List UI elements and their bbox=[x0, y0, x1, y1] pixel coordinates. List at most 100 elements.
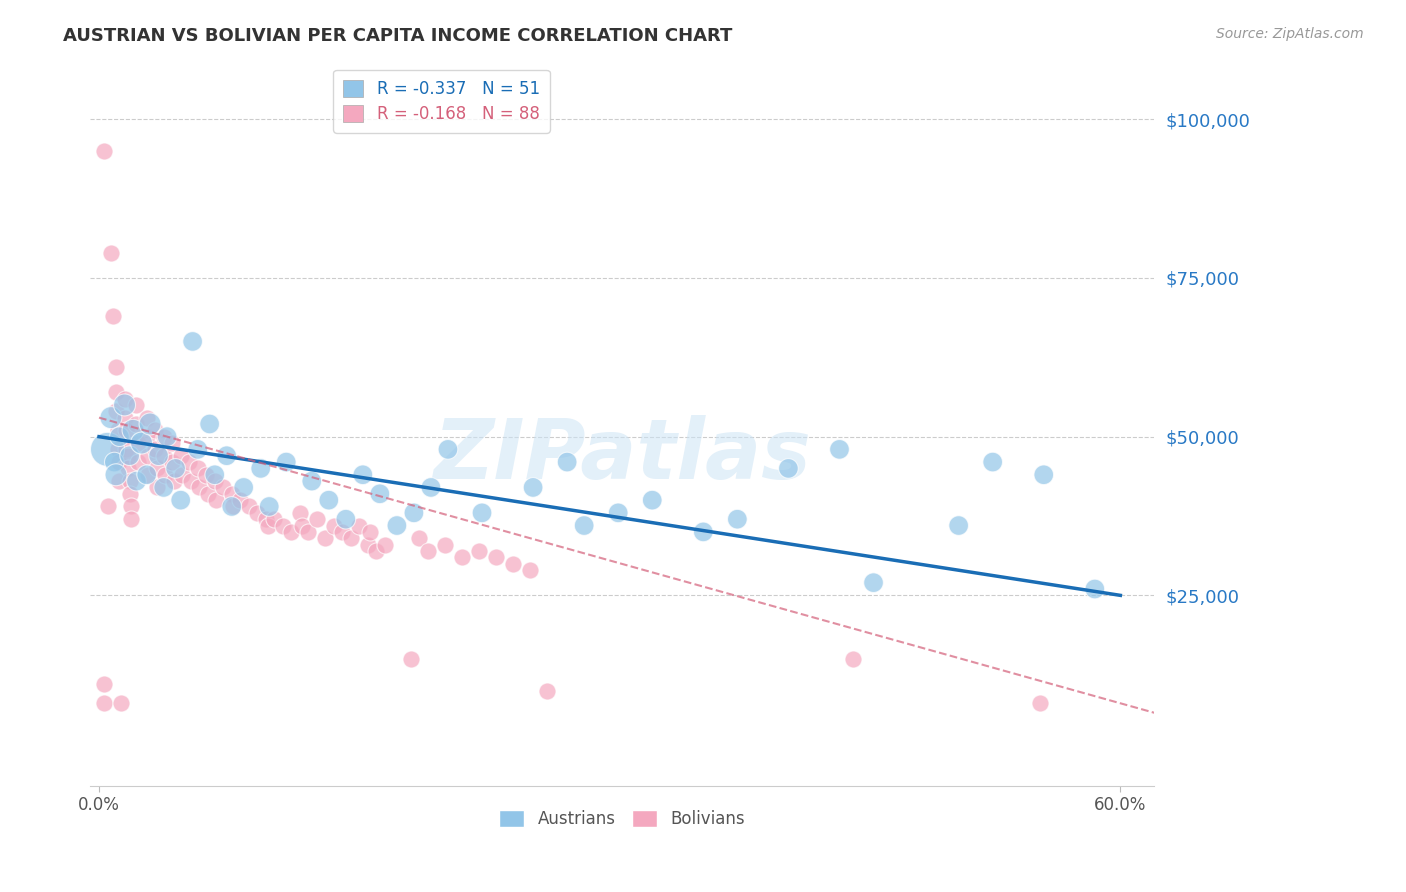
Point bbox=[135, 430, 157, 444]
Point bbox=[93, 144, 115, 158]
Point bbox=[368, 487, 391, 501]
Point bbox=[215, 449, 238, 463]
Point bbox=[280, 524, 302, 539]
Point bbox=[519, 563, 541, 577]
Point bbox=[108, 455, 131, 469]
Point bbox=[450, 550, 472, 565]
Point bbox=[555, 455, 578, 469]
Point bbox=[357, 538, 380, 552]
Point bbox=[641, 493, 664, 508]
Point bbox=[778, 461, 800, 475]
Point bbox=[125, 398, 148, 412]
Point bbox=[290, 518, 312, 533]
Point bbox=[170, 493, 193, 508]
Point bbox=[288, 506, 311, 520]
Point bbox=[107, 442, 129, 457]
Point bbox=[163, 474, 186, 488]
Point bbox=[187, 461, 209, 475]
Point bbox=[187, 442, 209, 457]
Point bbox=[420, 480, 443, 494]
Point bbox=[118, 474, 141, 488]
Point bbox=[96, 442, 118, 457]
Point bbox=[385, 518, 408, 533]
Text: Source: ZipAtlas.com: Source: ZipAtlas.com bbox=[1216, 27, 1364, 41]
Point bbox=[152, 449, 174, 463]
Point bbox=[138, 467, 160, 482]
Point bbox=[502, 557, 524, 571]
Point bbox=[692, 524, 714, 539]
Point bbox=[221, 500, 243, 514]
Point bbox=[232, 480, 254, 494]
Point bbox=[359, 524, 381, 539]
Point bbox=[181, 334, 204, 349]
Point bbox=[107, 423, 129, 437]
Point bbox=[105, 467, 128, 482]
Point bbox=[180, 474, 202, 488]
Point bbox=[93, 677, 115, 691]
Point bbox=[305, 512, 328, 526]
Point bbox=[143, 423, 166, 437]
Point bbox=[948, 518, 970, 533]
Point bbox=[127, 436, 149, 450]
Point bbox=[1029, 696, 1052, 710]
Point bbox=[100, 245, 122, 260]
Point bbox=[981, 455, 1004, 469]
Point bbox=[170, 449, 193, 463]
Legend: Austrians, Bolivians: Austrians, Bolivians bbox=[494, 804, 752, 835]
Point bbox=[314, 531, 336, 545]
Point bbox=[125, 474, 148, 488]
Point bbox=[416, 544, 439, 558]
Point bbox=[205, 493, 228, 508]
Point bbox=[114, 410, 136, 425]
Point bbox=[229, 493, 252, 508]
Point bbox=[120, 500, 142, 514]
Point bbox=[138, 449, 160, 463]
Point bbox=[143, 442, 166, 457]
Point bbox=[607, 506, 630, 520]
Point bbox=[122, 423, 145, 437]
Point bbox=[204, 467, 226, 482]
Point bbox=[115, 423, 138, 437]
Point bbox=[433, 538, 456, 552]
Point bbox=[152, 430, 174, 444]
Point bbox=[221, 487, 243, 501]
Point bbox=[725, 512, 748, 526]
Point bbox=[135, 410, 157, 425]
Point bbox=[408, 531, 430, 545]
Point bbox=[96, 500, 118, 514]
Point bbox=[100, 410, 122, 425]
Point bbox=[131, 436, 153, 450]
Point bbox=[842, 652, 865, 666]
Point bbox=[160, 455, 183, 469]
Point bbox=[172, 467, 194, 482]
Point bbox=[118, 487, 141, 501]
Point bbox=[222, 500, 245, 514]
Point bbox=[103, 455, 125, 469]
Point bbox=[437, 442, 460, 457]
Point bbox=[188, 480, 211, 494]
Point bbox=[105, 359, 128, 374]
Point bbox=[1032, 467, 1054, 482]
Point bbox=[340, 531, 363, 545]
Point bbox=[195, 467, 218, 482]
Point bbox=[108, 430, 131, 444]
Point bbox=[105, 385, 128, 400]
Point bbox=[197, 487, 219, 501]
Point bbox=[139, 417, 162, 431]
Point bbox=[256, 518, 278, 533]
Point bbox=[120, 512, 142, 526]
Point bbox=[276, 455, 298, 469]
Point bbox=[263, 512, 285, 526]
Point bbox=[1084, 582, 1107, 596]
Point bbox=[152, 480, 174, 494]
Point bbox=[125, 417, 148, 431]
Point bbox=[467, 544, 489, 558]
Point bbox=[828, 442, 851, 457]
Point bbox=[146, 461, 169, 475]
Point bbox=[115, 442, 138, 457]
Point bbox=[114, 398, 136, 412]
Point bbox=[160, 436, 183, 450]
Point bbox=[254, 512, 277, 526]
Point bbox=[249, 461, 271, 475]
Point bbox=[349, 518, 371, 533]
